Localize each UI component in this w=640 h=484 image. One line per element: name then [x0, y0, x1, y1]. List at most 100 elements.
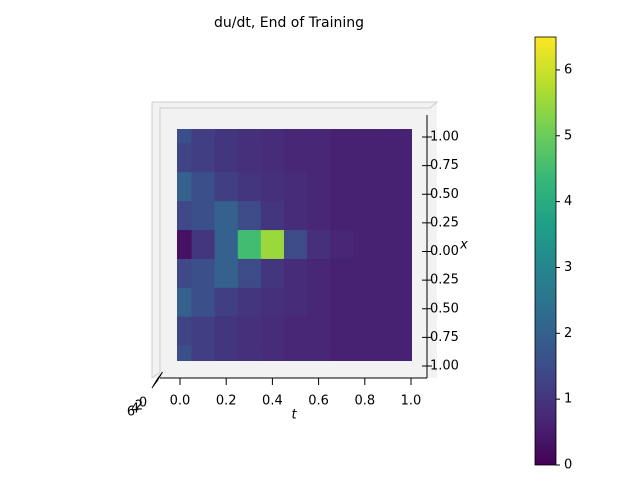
t-axis-label: t — [291, 408, 297, 423]
x-tick-label: 0.8 — [354, 394, 375, 409]
surface-cell — [237, 230, 262, 260]
surface-cell — [376, 129, 400, 144]
surface-cell — [214, 143, 239, 173]
surface-cell — [307, 345, 331, 361]
surface-cell — [214, 172, 239, 202]
surface-cell — [237, 316, 262, 347]
surface-cell — [260, 258, 285, 289]
surface-cell — [260, 230, 285, 260]
surface-cell — [283, 143, 308, 173]
surface-cell — [214, 230, 239, 260]
surface-cell — [191, 201, 216, 231]
surface-cell — [237, 201, 262, 231]
surface-cell — [237, 172, 262, 202]
surface-cell — [307, 143, 331, 173]
surface-cell — [399, 230, 412, 260]
colorbar-tick-label: 1 — [564, 392, 572, 407]
surface-cell — [283, 287, 308, 318]
surface-cell — [177, 345, 193, 361]
surface-cell — [191, 172, 216, 202]
surface-cell — [353, 201, 377, 231]
surface-cell — [376, 201, 400, 231]
surface-cell — [260, 172, 285, 202]
surface-cell — [214, 129, 239, 144]
y-tick-label: 0.50 — [430, 187, 459, 202]
surface-cell — [353, 345, 377, 361]
surface-cell — [214, 201, 239, 231]
surface-cell — [353, 258, 377, 289]
surface-cell — [307, 258, 331, 289]
y-tick-label: 0.25 — [430, 273, 459, 288]
surface-cell — [214, 287, 239, 318]
colorbar-tick-label: 3 — [564, 260, 572, 275]
surface-cell — [283, 129, 308, 144]
surface-cell — [177, 143, 193, 173]
surface-cell — [177, 129, 193, 144]
surface-cell — [399, 345, 412, 361]
surface-cell — [399, 258, 412, 289]
surface-cell — [260, 143, 285, 173]
surface-cell — [330, 258, 354, 289]
y-tick-label: 0.00 — [430, 244, 459, 259]
surface-cell — [353, 172, 377, 202]
pane-edge — [151, 101, 439, 379]
surface-cell — [177, 258, 193, 289]
surface-cell — [330, 201, 354, 231]
surface-cell — [237, 287, 262, 318]
surface-cell — [283, 345, 308, 361]
z-tick — [156, 371, 163, 383]
surface-cell — [214, 258, 239, 289]
colorbar-tick-label: 5 — [564, 128, 572, 143]
surface-cell — [376, 143, 400, 173]
surface-cell — [260, 287, 285, 318]
surface-cell — [307, 230, 331, 260]
surface-cell — [376, 258, 400, 289]
surface-cell — [191, 258, 216, 289]
surface-cell — [283, 316, 308, 347]
surface-cell — [307, 316, 331, 347]
surface-cell — [191, 345, 216, 361]
z-tick-label: 4 — [131, 402, 139, 417]
surface-cell — [307, 172, 331, 202]
surface-cell — [353, 287, 377, 318]
surface-cell — [260, 345, 285, 361]
surface-cell — [399, 172, 412, 202]
z-tick-label: 6 — [127, 405, 135, 420]
x-tick-label: 0.0 — [170, 394, 191, 409]
z-tick-label: 0 — [139, 396, 147, 411]
surface-cell — [330, 345, 354, 361]
surface-cell — [260, 316, 285, 347]
surface-cell — [376, 345, 400, 361]
surface-cell — [283, 172, 308, 202]
surface-cell — [353, 143, 377, 173]
surface-cell — [237, 143, 262, 173]
surface-cell — [330, 143, 354, 173]
surface-cell — [214, 316, 239, 347]
surface-cell — [237, 129, 262, 144]
surface-cell — [376, 172, 400, 202]
x-tick-label: 0.6 — [308, 394, 329, 409]
surface-cell — [177, 287, 193, 318]
surface-cell — [177, 230, 193, 260]
y-tick-label: 0.50 — [430, 301, 459, 316]
surface-cell — [177, 201, 193, 231]
colorbar-tick-label: 2 — [564, 326, 572, 341]
surface-cell — [307, 201, 331, 231]
surface-cell — [214, 345, 239, 361]
surface-cell — [330, 129, 354, 144]
x-axis-label: x — [459, 238, 468, 253]
x-tick-label: 0.4 — [262, 394, 283, 409]
surface-cell — [376, 230, 400, 260]
surface-cell — [399, 129, 412, 144]
surface-cell — [283, 201, 308, 231]
colorbar — [534, 36, 557, 466]
surface-cell — [191, 143, 216, 173]
surface-cell — [260, 201, 285, 231]
surface-cell — [376, 287, 400, 318]
y-tick-label: 0.75 — [430, 330, 459, 345]
y-tick-label: 1.00 — [430, 130, 459, 145]
y-tick-label: 0.25 — [430, 215, 459, 230]
surface-cell — [260, 129, 285, 144]
surface-cell — [177, 316, 193, 347]
